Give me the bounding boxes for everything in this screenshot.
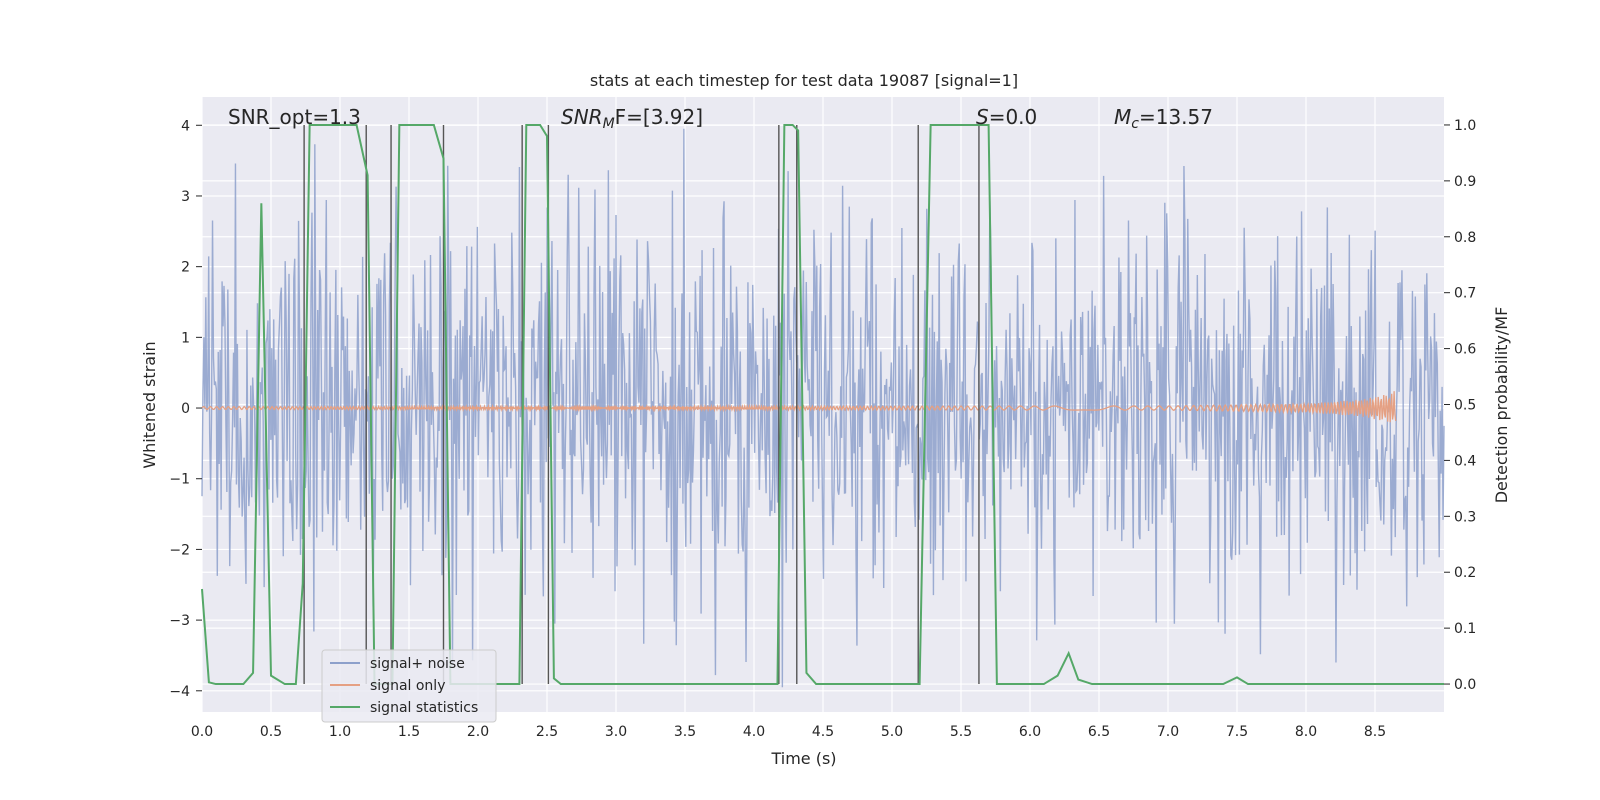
annotation-snr-mf: SNRMF=[3.92]	[561, 105, 703, 132]
x-tick-label: 4.5	[812, 724, 834, 740]
left-y-tick-labels: 4 3 2 1 0 −1 −2 −3 −4	[169, 118, 202, 700]
legend: signal+ noise signal only signal statist…	[321, 649, 497, 723]
x-tick-label: 4.0	[743, 724, 765, 740]
signal-only-line	[201, 391, 1397, 423]
left-y-tick-label: −2	[169, 542, 190, 558]
x-tick-label: 3.0	[605, 724, 627, 740]
chart-title: stats at each timestep for test data 190…	[590, 71, 1018, 90]
annotation-snr-opt: SNR_opt=1.3	[228, 105, 361, 129]
signal-statistics-line	[201, 123, 1444, 686]
x-tick-label: 3.5	[674, 724, 696, 740]
s-italic: S	[976, 105, 989, 129]
x-tick-label: 6.0	[1019, 724, 1041, 740]
right-y-tick-label: 0.1	[1454, 621, 1476, 637]
right-y-tick-label: 0.8	[1454, 230, 1476, 246]
right-y-tick-label: 0.4	[1454, 453, 1476, 469]
snr-mf-sub: M	[603, 116, 615, 132]
right-y-tick-label: 0.6	[1454, 342, 1476, 358]
x-tick-label: 5.5	[950, 724, 972, 740]
left-y-tick-label: 2	[181, 260, 190, 276]
series-signal-plus-noise	[201, 128, 1445, 688]
x-tick-label: 2.5	[536, 724, 558, 740]
mc-sub: c	[1131, 116, 1139, 132]
left-y-tick-label: −4	[169, 684, 190, 700]
right-y-tick-label: 0.7	[1454, 286, 1476, 302]
annotation-s: S=0.0	[976, 105, 1037, 129]
left-y-tick-label: 4	[181, 118, 190, 134]
x-tick-label: 2.0	[467, 724, 489, 740]
right-y-tick-label: 0.9	[1454, 174, 1476, 190]
x-tick-labels: 0.0 0.5 1.0 1.5 2.0 2.5 3.0 3.5 4.0 4.5 5.0 5.5 6.0 6…	[191, 724, 1386, 740]
left-y-tick-label: −3	[169, 613, 190, 629]
right-y-tick-label: 1.0	[1454, 118, 1476, 134]
x-tick-label: 6.5	[1088, 724, 1110, 740]
x-tick-label: 7.0	[1157, 724, 1179, 740]
right-y-tick-label: 0.3	[1454, 509, 1476, 525]
right-y-tick-label: 0.2	[1454, 565, 1476, 581]
x-tick-label: 1.5	[398, 724, 420, 740]
x-tick-label: 5.0	[881, 724, 903, 740]
mc-rest: =13.57	[1139, 105, 1213, 129]
left-y-axis-label: Whitened strain	[140, 341, 159, 468]
x-tick-label: 8.5	[1364, 724, 1386, 740]
x-tick-label: 8.0	[1295, 724, 1317, 740]
x-tick-label: 0.5	[260, 724, 282, 740]
snr-mf-main: SNR	[561, 105, 603, 129]
left-y-tick-label: 0	[181, 401, 190, 417]
legend-label-signal-plus-noise: signal+ noise	[370, 656, 465, 672]
mc-main: M	[1114, 105, 1131, 129]
x-axis-label: Time (s)	[770, 749, 836, 768]
annotation-mc: Mc=13.57	[1114, 105, 1213, 132]
series-signal-statistics	[201, 123, 1444, 686]
legend-box	[321, 649, 497, 723]
right-y-tick-label: 0.5	[1454, 398, 1476, 414]
x-tick-label: 1.0	[329, 724, 351, 740]
right-y-tick-labels: 1.0 0.9 0.8 0.7 0.6 0.5 0.4 0.3 0.2 0.1 0.0	[1444, 118, 1476, 693]
right-y-axis-label: Detection probability/MF	[1492, 307, 1511, 504]
x-tick-label: 7.5	[1226, 724, 1248, 740]
left-y-tick-label: 1	[181, 330, 190, 346]
series-signal-only	[201, 391, 1397, 423]
signal-plus-noise-line	[201, 128, 1445, 688]
left-y-tick-label: −1	[169, 472, 190, 488]
legend-label-signal-only: signal only	[370, 678, 445, 694]
snr-mf-rest: F=[3.92]	[615, 105, 703, 129]
legend-label-signal-statistics: signal statistics	[370, 700, 478, 716]
x-tick-label: 0.0	[191, 724, 213, 740]
left-y-tick-label: 3	[181, 189, 190, 205]
right-y-tick-label: 0.0	[1454, 677, 1476, 693]
s-rest: =0.0	[989, 105, 1038, 129]
